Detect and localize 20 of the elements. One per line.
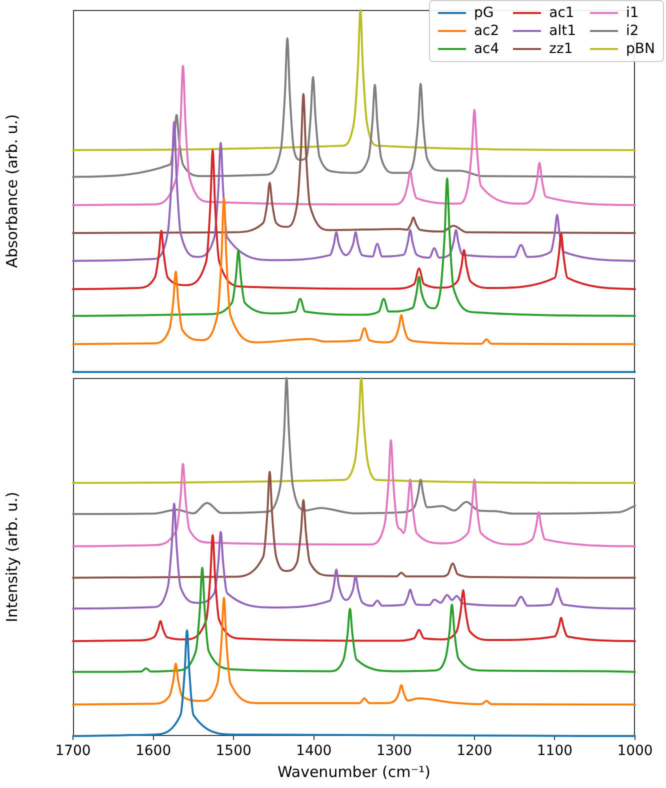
legend-label: ac2 (474, 22, 500, 40)
x-tick-label: 1300 (376, 743, 412, 760)
x-tick-label: 1400 (296, 743, 332, 760)
legend-label: zz1 (549, 40, 573, 58)
x-tick-label: 1100 (536, 743, 573, 760)
x-tick-label: 1000 (617, 743, 653, 760)
x-tick-label: 1500 (216, 743, 252, 760)
x-tick-label: 1700 (55, 743, 91, 760)
legend-label: ac1 (549, 4, 574, 22)
legend-label: ac4 (474, 40, 500, 58)
legend-label: i2 (626, 22, 639, 40)
legend-label: alt1 (549, 22, 576, 40)
y-axis-title: Intensity (arb. u.) (2, 492, 21, 622)
legend-label: pG (474, 4, 494, 22)
x-tick-label: 1600 (135, 743, 172, 760)
legend-label: pBN (626, 40, 655, 58)
x-tick-label: 1200 (456, 743, 492, 760)
x-axis-title: Wavenumber (cm⁻¹) (278, 762, 430, 781)
legend-label: i1 (626, 4, 639, 22)
y-axis-title: Absorbance (arb. u.) (2, 114, 21, 268)
